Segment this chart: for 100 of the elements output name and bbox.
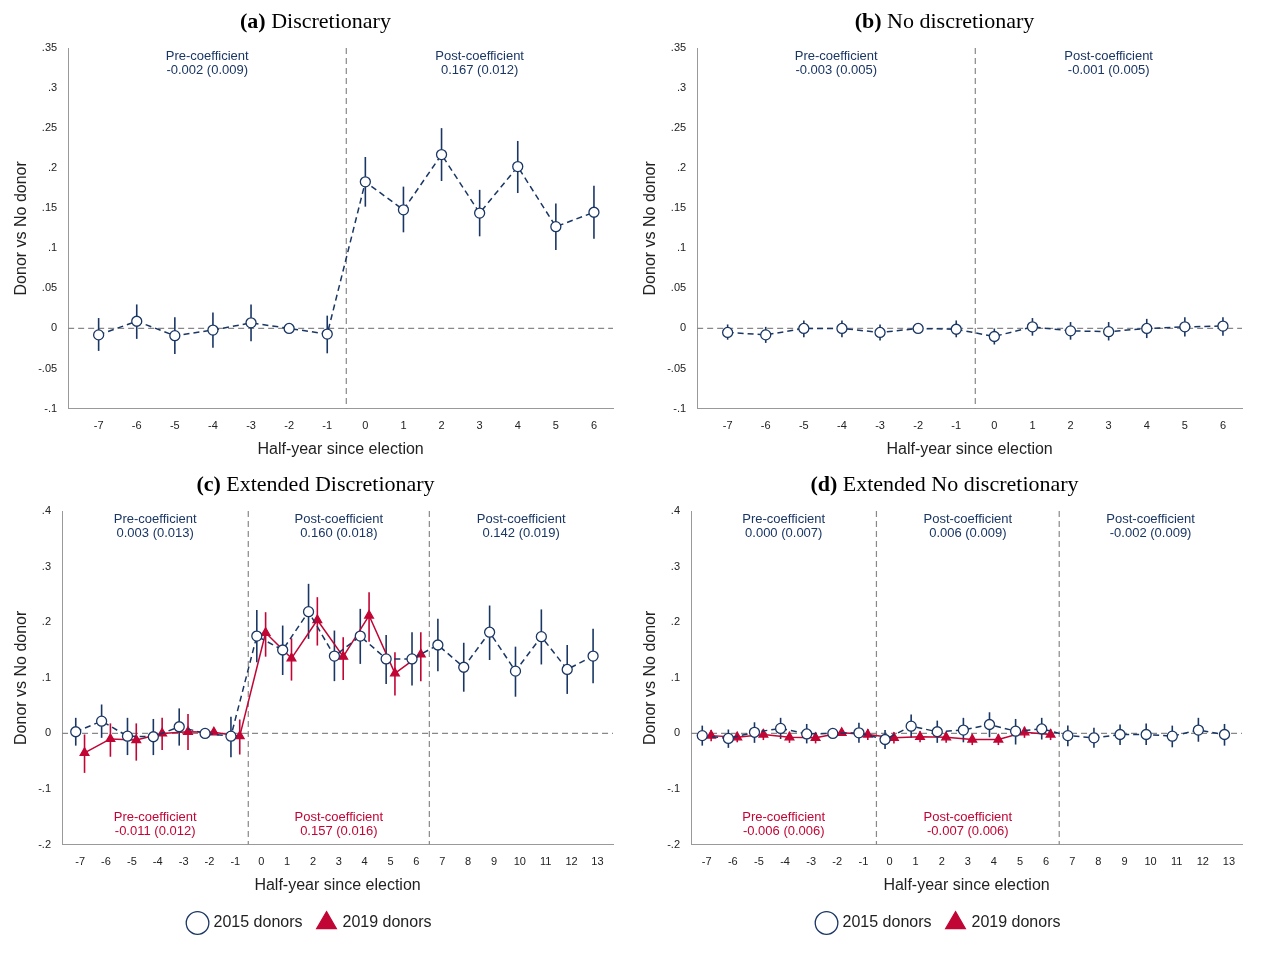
x-tick-label: -5 [798, 419, 809, 432]
x-tick-label: -4 [208, 419, 218, 432]
legend-label: 2019 donors [342, 913, 432, 931]
y-tick-label: 0 [673, 726, 681, 739]
y-tick-label: .2 [41, 615, 52, 628]
annotation: Pre-coefficient -0.011 (0.012) [113, 808, 197, 838]
x-tick-label: 4 [990, 855, 997, 868]
x-tick-label: 4 [361, 855, 368, 868]
y-axis-title: Donor vs No donor [12, 609, 30, 745]
y-tick-label: 0 [51, 321, 58, 334]
x-tick-label: 5 [387, 855, 394, 868]
y-tick-label: .4 [670, 504, 681, 517]
y-tick-label: .05 [41, 281, 58, 294]
x-tick-label: 0 [991, 419, 998, 432]
x-tick-label: 1 [1029, 419, 1036, 432]
x-tick-label: 6 [1219, 419, 1227, 432]
x-tick-label: 3 [1105, 419, 1112, 432]
y-tick-label: -.1 [38, 782, 52, 795]
annotation: Pre-coefficient -0.002 (0.009) [165, 48, 250, 78]
x-tick-label: 6 [590, 419, 598, 432]
x-tick-label: 11 [1171, 855, 1183, 868]
x-tick-label: -2 [913, 419, 924, 432]
x-tick-label: 7 [439, 855, 446, 868]
y-tick-label: .1 [47, 241, 58, 254]
x-tick-label: 5 [552, 419, 559, 432]
x-axis-title: Half-year since election [254, 875, 421, 893]
x-tick-label: -3 [875, 419, 885, 432]
x-tick-label: 9 [1121, 855, 1128, 868]
y-tick-label: .2 [676, 161, 687, 174]
x-tick-label: 6 [1043, 855, 1050, 868]
x-tick-label: -7 [722, 419, 733, 432]
x-tick-label: 6 [413, 855, 420, 868]
x-tick-label: -5 [126, 855, 137, 868]
y-tick-label: .15 [670, 201, 687, 214]
annotation: Post-coefficient 0.142 (0.019) [476, 511, 566, 541]
x-tick-label: 8 [465, 855, 472, 868]
y-tick-label: 0 [44, 726, 52, 739]
annotation: Post-coefficient 0.157 (0.016) [294, 808, 384, 838]
annotation: Post-coefficient -0.001 (0.005) [1064, 48, 1154, 78]
y-tick-label: -.1 [667, 782, 681, 795]
annotation: Pre-coefficient -0.006 (0.006) [742, 808, 826, 838]
y-tick-label: .2 [47, 161, 58, 174]
x-tick-label: -1 [951, 419, 962, 432]
x-tick-label: 0 [258, 855, 265, 868]
x-tick-label: 13 [1222, 855, 1236, 868]
y-axis-title: Donor vs No donor [641, 160, 659, 296]
x-tick-label: -5 [754, 855, 764, 868]
x-tick-label: -3 [806, 855, 817, 868]
y-tick-label: -.1 [44, 401, 58, 414]
x-tick-label: 0 [886, 855, 893, 868]
y-tick-label: .25 [41, 121, 58, 134]
annotation: Pre-coefficient 0.000 (0.007) [742, 511, 826, 541]
x-tick-label: 11 [540, 855, 552, 868]
x-tick-label: -2 [832, 855, 843, 868]
legend-label: 2019 donors [971, 913, 1061, 931]
y-tick-label: .2 [670, 615, 681, 628]
annotation: Pre-coefficient 0.003 (0.013) [113, 511, 197, 541]
y-tick-label: -.05 [38, 361, 58, 374]
x-tick-label: 8 [1095, 855, 1102, 868]
y-tick-label: -.2 [38, 837, 52, 850]
x-tick-label: -4 [152, 855, 163, 868]
x-tick-label: 1 [400, 419, 407, 432]
x-tick-label: -2 [284, 419, 295, 432]
x-tick-label: 1 [912, 855, 919, 868]
x-axis-title: Half-year since election [883, 875, 1050, 893]
x-tick-label: 9 [490, 855, 498, 868]
x-tick-label: -3 [178, 855, 189, 868]
x-tick-label: 0 [362, 419, 369, 432]
annotation: Post-coefficient 0.160 (0.018) [294, 511, 384, 541]
y-axis-title: Donor vs No donor [641, 609, 659, 745]
x-tick-label: 1 [284, 855, 291, 868]
x-tick-label: 3 [476, 419, 483, 432]
chart-title: (c) Extended Discretionary [195, 471, 436, 498]
x-tick-label: -3 [246, 419, 256, 432]
y-tick-label: .1 [670, 670, 681, 683]
y-tick-label: -.1 [673, 401, 687, 414]
y-tick-label: .35 [670, 41, 687, 54]
x-tick-label: -4 [837, 419, 847, 432]
x-tick-label: 4 [514, 419, 521, 432]
annotation: Post-coefficient -0.007 (0.006) [923, 808, 1013, 838]
y-tick-label: .1 [676, 241, 687, 254]
x-tick-label: -7 [75, 855, 86, 868]
x-tick-label: 4 [1143, 419, 1150, 432]
chart-title: (d) Extended No discretionary [809, 471, 1080, 498]
y-tick-label: -.2 [667, 837, 681, 850]
x-tick-label: -1 [230, 855, 241, 868]
x-tick-label: 2 [309, 855, 317, 868]
x-axis-title: Half-year since election [257, 439, 424, 457]
y-tick-label: .05 [670, 281, 687, 294]
x-tick-label: -1 [858, 855, 869, 868]
x-tick-label: 2 [438, 419, 445, 432]
x-tick-label: 2 [938, 855, 945, 868]
x-tick-label: -5 [169, 419, 180, 432]
y-tick-label: .4 [41, 504, 52, 517]
x-tick-label: 13 [591, 855, 604, 868]
annotation: Post-coefficient 0.006 (0.009) [923, 511, 1013, 541]
y-tick-label: .15 [41, 201, 58, 214]
x-tick-label: -6 [131, 419, 142, 432]
x-tick-label: 10 [1144, 855, 1157, 868]
x-axis-title: Half-year since election [886, 439, 1053, 457]
